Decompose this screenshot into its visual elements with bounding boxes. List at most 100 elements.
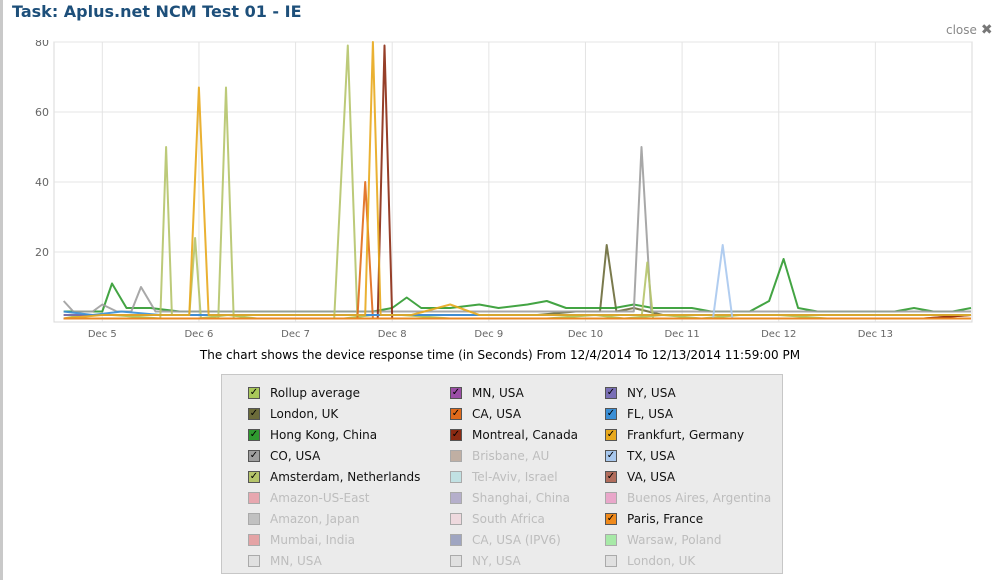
legend-label: Frankfurt, Germany [627,427,745,442]
legend-item-ny-usa[interactable]: NY, USA [450,552,521,569]
legend-checkbox[interactable] [248,533,260,546]
y-tick-label: 40 [35,176,49,189]
legend-item-mumbai-india[interactable]: Mumbai, India [248,531,355,548]
legend-label: Shanghai, China [472,490,570,505]
legend-label: CA, USA (IPV6) [472,532,561,547]
legend-item-va-usa[interactable]: ✓ VA, USA [605,468,675,485]
legend-item-fl-usa[interactable]: ✓ FL, USA [605,405,673,422]
legend-checkbox[interactable] [450,449,462,462]
legend-item-amazon-japan[interactable]: Amazon, Japan [248,510,360,527]
legend-checkbox[interactable] [605,491,617,504]
legend-item-tel-aviv-israel[interactable]: Tel-Aviv, Israel [450,468,558,485]
check-icon: ✓ [249,386,259,398]
legend-label: MN, USA [270,553,322,568]
check-icon: ✓ [606,470,616,482]
legend-item-amazon-us-east[interactable]: Amazon-US-East [248,489,369,506]
legend-label: FL, USA [627,406,674,421]
legend-checkbox[interactable]: ✓ [248,407,260,420]
legend-label: Hong Kong, China [270,427,378,442]
legend-label: VA, USA [627,469,676,484]
x-tick-label: Dec 11 [664,329,699,340]
close-button[interactable]: close ✖ [946,22,993,38]
legend-checkbox[interactable]: ✓ [450,428,462,441]
legend-label: London, UK [627,553,696,568]
legend-item-montreal-canada[interactable]: ✓ Montreal, Canada [450,426,578,443]
x-tick-label: Dec 8 [378,329,407,340]
legend-label: South Africa [472,511,545,526]
legend-checkbox[interactable]: ✓ [248,470,260,483]
legend-checkbox[interactable]: ✓ [248,428,260,441]
legend-item-south-africa[interactable]: South Africa [450,510,545,527]
response-time-chart: 20 40 60 80 Dec 5 Dec 6 Dec 7 Dec 8 Dec 9 Dec 10 D… [35,40,973,340]
legend-checkbox[interactable]: ✓ [605,428,617,441]
legend-label: Buenos Aires, Argentina [627,490,772,505]
legend-checkbox[interactable] [248,512,260,525]
legend-item-co-usa[interactable]: ✓ CO, USA [248,447,320,464]
y-tick-label: 20 [35,246,49,259]
check-icon: ✓ [249,428,259,440]
legend-item-buenos-aires-argentina[interactable]: Buenos Aires, Argentina [605,489,771,506]
legend-checkbox[interactable] [450,512,462,525]
x-tick-label: Dec 5 [88,329,117,340]
check-icon: ✓ [606,386,616,398]
legend-checkbox[interactable] [248,491,260,504]
legend-item-paris-france[interactable]: ✓ Paris, France [605,510,703,527]
legend-checkbox[interactable] [605,554,617,567]
legend-label: NY, USA [627,385,676,400]
legend-item-mn-usa[interactable]: MN, USA [248,552,322,569]
x-tick-label: Dec 9 [474,329,503,340]
legend-item-mn-usa[interactable]: ✓ MN, USA [450,384,524,401]
legend-checkbox[interactable]: ✓ [450,386,462,399]
x-tick-label: Dec 6 [184,329,213,340]
legend-label: TX, USA [627,448,676,463]
x-tick-label: Dec 7 [281,329,310,340]
legend-checkbox[interactable] [450,554,462,567]
legend-checkbox[interactable]: ✓ [605,407,617,420]
legend-item-ny-usa[interactable]: ✓ NY, USA [605,384,676,401]
legend-label: Amsterdam, Netherlands [270,469,421,484]
legend-panel: ✓ Rollup average ✓ London, UK ✓ Hong Kong, Ch… [221,374,783,574]
legend-item-london-uk[interactable]: ✓ London, UK [248,405,338,422]
legend-checkbox[interactable]: ✓ [605,470,617,483]
legend-checkbox[interactable]: ✓ [605,512,617,525]
legend-checkbox[interactable]: ✓ [605,449,617,462]
legend-item-ca-usa[interactable]: ✓ CA, USA [450,405,521,422]
legend-item-warsaw-poland[interactable]: Warsaw, Poland [605,531,722,548]
legend-label: Amazon, Japan [270,511,360,526]
legend-item-shanghai-china[interactable]: Shanghai, China [450,489,570,506]
legend-item-london-uk[interactable]: London, UK [605,552,695,569]
legend-item-rollup-average[interactable]: ✓ Rollup average [248,384,360,401]
check-icon: ✓ [606,407,616,419]
legend-checkbox[interactable]: ✓ [605,386,617,399]
y-tick-label: 60 [35,106,49,119]
close-icon: ✖ [980,22,993,38]
legend-checkbox[interactable] [450,491,462,504]
legend-checkbox[interactable] [605,533,617,546]
legend-item-hong-kong-china[interactable]: ✓ Hong Kong, China [248,426,377,443]
chart-caption: The chart shows the device response time… [199,348,801,362]
legend-label: Mumbai, India [270,532,356,547]
legend-checkbox[interactable] [248,554,260,567]
legend-label: Paris, France [627,511,704,526]
legend-label: Brisbane, AU [472,448,550,463]
x-tick-label: Dec 13 [858,329,893,340]
y-tick-label: 80 [35,40,49,49]
left-border [0,0,3,580]
legend-item-brisbane-au[interactable]: Brisbane, AU [450,447,549,464]
legend-checkbox[interactable]: ✓ [248,386,260,399]
legend-checkbox[interactable] [450,470,462,483]
close-label: close [946,23,977,37]
legend-item-tx-usa[interactable]: ✓ TX, USA [605,447,675,464]
legend-label: Montreal, Canada [472,427,579,442]
check-icon: ✓ [606,428,616,440]
legend-checkbox[interactable]: ✓ [248,449,260,462]
legend-label: Rollup average [270,385,360,400]
legend-item-ca-usa-ipv6-[interactable]: CA, USA (IPV6) [450,531,561,548]
legend-label: Tel-Aviv, Israel [472,469,558,484]
legend-item-frankfurt-germany[interactable]: ✓ Frankfurt, Germany [605,426,744,443]
series-line-frankfurt-germany [63,41,971,320]
legend-label: CA, USA [472,406,522,421]
legend-checkbox[interactable]: ✓ [450,407,462,420]
legend-checkbox[interactable] [450,533,462,546]
legend-item-amsterdam-netherlands[interactable]: ✓ Amsterdam, Netherlands [248,468,420,485]
